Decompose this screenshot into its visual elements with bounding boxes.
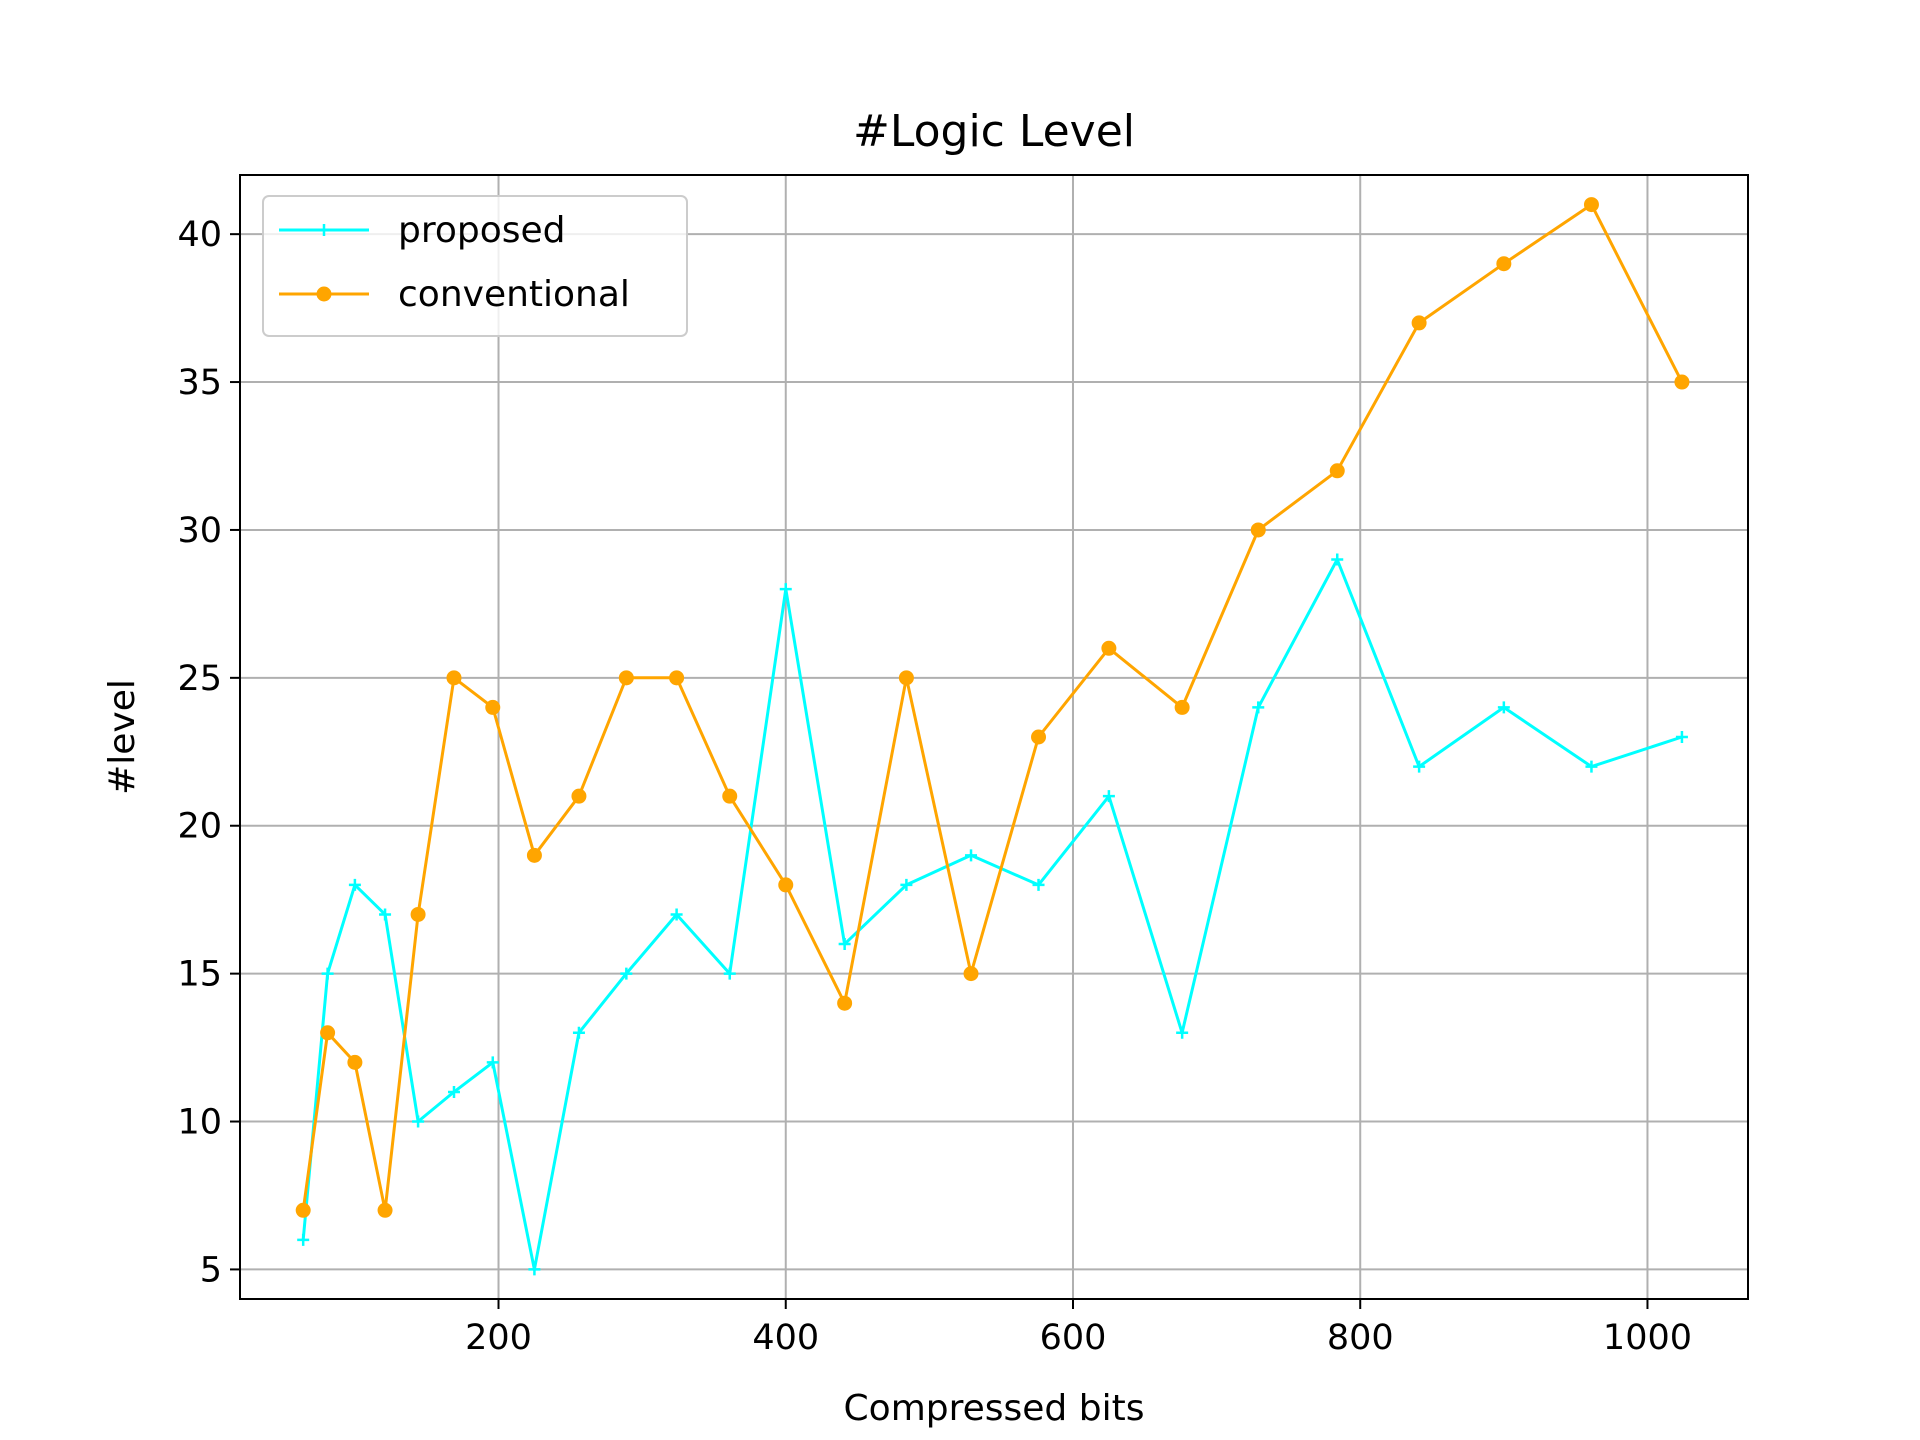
x-tick-label: 800 — [1327, 1318, 1394, 1358]
data-point-proposed — [297, 1233, 310, 1246]
data-point-conventional — [571, 788, 587, 804]
chart-title: #Logic Level — [853, 106, 1135, 157]
x-tick-label: 200 — [465, 1318, 532, 1358]
x-tick-label: 400 — [752, 1318, 819, 1358]
data-point-proposed — [572, 1026, 585, 1039]
y-tick-label: 5 — [200, 1250, 222, 1290]
x-tick-label: 1000 — [1603, 1318, 1692, 1358]
data-point-proposed — [1032, 878, 1045, 891]
data-point-conventional — [898, 670, 914, 686]
y-tick-label: 10 — [177, 1103, 222, 1143]
data-point-proposed — [838, 938, 851, 951]
legend-entries: proposed conventional — [279, 210, 630, 315]
y-tick-label: 30 — [177, 511, 222, 551]
data-point-proposed — [348, 878, 361, 891]
data-point-proposed — [620, 967, 633, 980]
data-point-proposed — [528, 1263, 541, 1276]
data-point-proposed — [1176, 1026, 1189, 1039]
data-point-conventional — [618, 670, 634, 686]
data-point-conventional — [1101, 640, 1117, 656]
data-point-conventional — [526, 847, 542, 863]
data-point-proposed — [1675, 731, 1688, 743]
data-point-proposed — [965, 849, 978, 862]
data-point-proposed — [486, 1056, 499, 1069]
data-point-conventional — [446, 670, 462, 686]
data-point-conventional — [347, 1054, 363, 1070]
legend: proposed conventional — [262, 195, 688, 337]
legend-marker-proposed — [318, 224, 330, 236]
legend-label-conventional: conventional — [398, 274, 630, 315]
y-tick-label: 25 — [177, 659, 222, 699]
data-point-proposed — [670, 908, 683, 921]
data-point-proposed — [1252, 701, 1265, 714]
data-point-conventional — [1583, 197, 1599, 213]
series-layer — [295, 197, 1690, 1276]
data-point-conventional — [377, 1202, 393, 1218]
data-point-proposed — [1331, 553, 1344, 566]
data-point-proposed — [1102, 790, 1115, 803]
y-tick-label: 15 — [177, 955, 222, 995]
grid — [240, 175, 1748, 1299]
data-point-conventional — [669, 670, 685, 686]
y-tick-label: 35 — [177, 363, 222, 403]
x-axis-ticks: 200 400 600 800 1000 — [465, 1299, 1692, 1358]
data-point-conventional — [837, 995, 853, 1011]
data-point-proposed — [1585, 760, 1598, 773]
plot-frame — [239, 174, 1749, 1300]
data-point-conventional — [295, 1202, 311, 1218]
series-proposed — [297, 553, 1688, 1276]
data-point-conventional — [485, 699, 501, 715]
data-point-conventional — [778, 877, 794, 893]
data-point-proposed — [321, 967, 334, 980]
x-axis-label: Compressed bits — [844, 1388, 1145, 1429]
y-axis-ticks: 5 10 15 20 25 30 35 40 — [177, 215, 240, 1290]
data-point-conventional — [1411, 315, 1427, 331]
y-tick-label: 40 — [177, 215, 222, 255]
data-point-proposed — [779, 583, 792, 596]
data-point-proposed — [379, 908, 392, 921]
y-axis-label: #level — [102, 679, 143, 795]
x-tick-label: 600 — [1040, 1318, 1107, 1358]
data-point-conventional — [410, 906, 426, 922]
data-point-conventional — [1674, 374, 1690, 390]
data-point-conventional — [1174, 699, 1190, 715]
data-point-conventional — [1496, 256, 1512, 272]
data-point-proposed — [723, 967, 736, 980]
data-point-conventional — [320, 1025, 336, 1041]
data-point-proposed — [1413, 760, 1426, 773]
legend-label-proposed: proposed — [398, 210, 566, 251]
data-point-conventional — [722, 788, 738, 804]
data-point-conventional — [1031, 729, 1047, 745]
data-point-proposed — [900, 878, 913, 891]
data-point-conventional — [963, 966, 979, 982]
legend-marker-conventional — [316, 286, 332, 302]
data-point-proposed — [1497, 701, 1510, 714]
data-point-proposed — [412, 1115, 425, 1128]
y-tick-label: 20 — [177, 807, 222, 847]
data-point-conventional — [1250, 522, 1266, 538]
data-point-conventional — [1329, 463, 1345, 479]
data-point-proposed — [447, 1085, 460, 1098]
series-conventional — [295, 197, 1690, 1218]
